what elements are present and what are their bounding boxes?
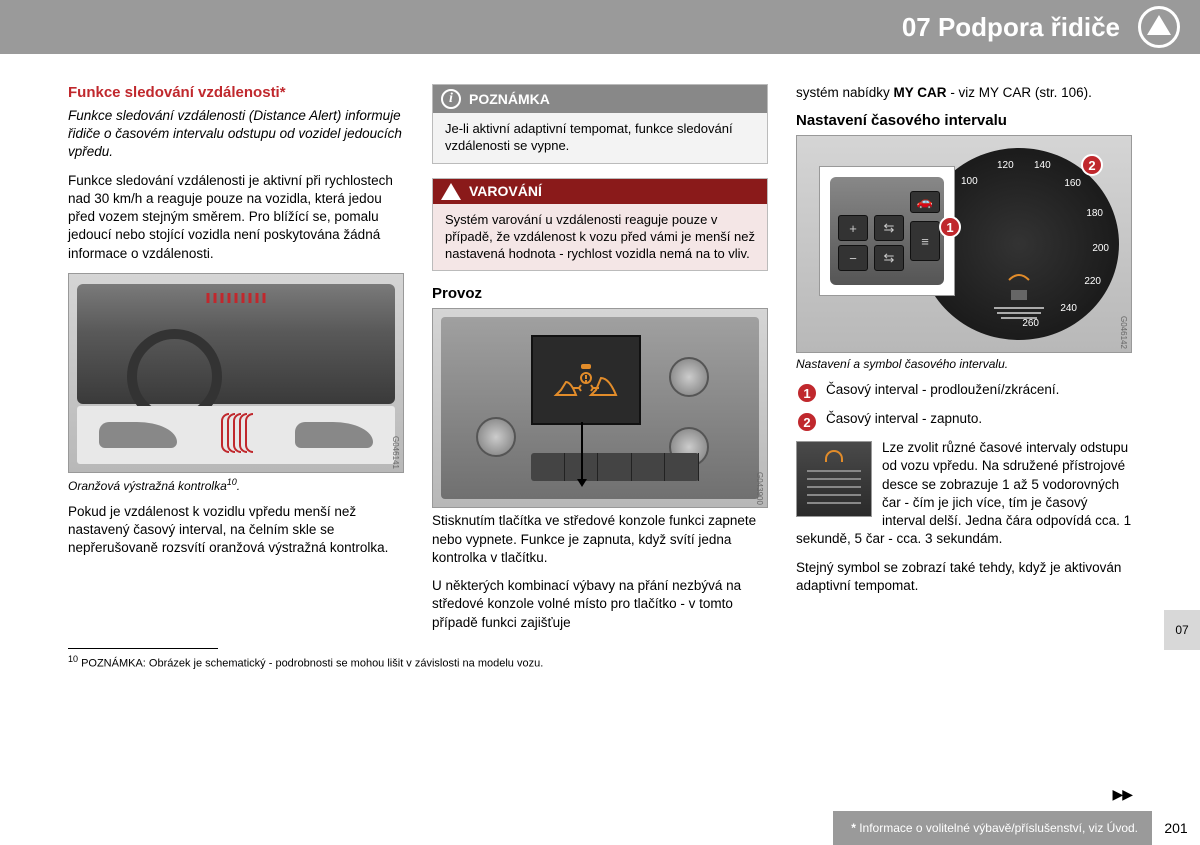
paragraph: Stisknutím tlačítka ve středové konzole …: [432, 512, 768, 567]
column-1: Funkce sledování vzdálenosti* Funkce sle…: [68, 84, 404, 642]
figure-ref-id: G046142: [1119, 316, 1128, 349]
legend-item: 1 Časový interval - prodloužení/zkrácení…: [796, 381, 1132, 404]
radar-waves-icon: [221, 413, 251, 456]
car-icon: [295, 422, 373, 448]
distance-cars-icon: [551, 360, 621, 400]
figure-caption: Nastavení a symbol časového intervalu.: [796, 357, 1132, 371]
intro-text: Funkce sledování vzdálenosti (Distance A…: [68, 107, 404, 162]
figure-center-console: G043900: [432, 308, 768, 508]
warning-body: Systém varování u vzdálenosti reaguje po…: [433, 204, 767, 271]
paragraph: Pokud je vzdálenost k vozidlu vpředu men…: [68, 503, 404, 558]
footnote: 10 POZNÁMKA: Obrázek je schematický - po…: [0, 653, 1200, 672]
figure-ref-id: G046141: [391, 436, 400, 469]
paragraph-with-figure: Lze zvolit různé časové intervaly odstup…: [796, 439, 1132, 548]
footer-bar: * Informace o volitelné výbavě/příslušen…: [833, 811, 1200, 845]
arrow-button-icon: ⇆: [874, 245, 904, 271]
content-area: Funkce sledování vzdálenosti* Funkce sle…: [0, 54, 1200, 642]
paragraph: Funkce sledování vzdálenosti je aktivní …: [68, 172, 404, 263]
rotary-knob-icon: [669, 357, 709, 397]
console-screen: [531, 335, 641, 425]
warning-header: VAROVÁNÍ: [433, 179, 767, 204]
figure-dashboard-warning: G046141: [68, 273, 404, 473]
figure-caption: Oranžová výstražná kontrolka10.: [68, 477, 404, 493]
interval-bars-icon: [796, 441, 872, 517]
console-illustration: [441, 317, 759, 499]
section-title: Funkce sledování vzdálenosti*: [68, 84, 404, 101]
warning-title: VAROVÁNÍ: [469, 183, 542, 199]
interval-symbol-icon: [989, 270, 1049, 320]
note-body: Je-li aktivní adaptivní tempomat, funkce…: [433, 113, 767, 163]
minus-button-icon: −: [838, 245, 868, 271]
button-row: [531, 453, 699, 481]
figure-interval-setting: 60 80 100 120 140 160 180 200 220 240 26…: [796, 135, 1132, 353]
note-header: i POZNÁMKA: [433, 85, 767, 113]
arrow-button-icon: ⇆: [874, 215, 904, 241]
car-icon: [99, 422, 177, 448]
subheading: Nastavení časového intervalu: [796, 112, 1132, 129]
warning-triangle-icon: [1147, 15, 1171, 35]
rotary-knob-icon: [476, 417, 516, 457]
led-strip-icon: [205, 290, 268, 306]
column-2: i POZNÁMKA Je-li aktivní adaptivní tempo…: [432, 84, 768, 642]
chapter-title: 07 Podpora řidiče: [902, 12, 1120, 43]
dashboard-illustration: [77, 284, 395, 404]
car-button-icon: 🚗: [910, 191, 940, 213]
page-number: 201: [1152, 811, 1200, 845]
footnote-separator: [68, 648, 218, 649]
warning-circle-icon: [1138, 6, 1180, 48]
plus-button-icon: +: [838, 215, 868, 241]
footer-note: * Informace o volitelné výbavě/příslušen…: [851, 821, 1138, 835]
legend-item: 2 Časový interval - zapnuto.: [796, 410, 1132, 433]
continued-arrows-icon: ▶▶: [1112, 786, 1132, 803]
side-chapter-tab: 07: [1164, 610, 1200, 650]
figure-ref-id: G043900: [755, 472, 764, 505]
interval-button-icon: ≡: [910, 221, 940, 261]
note-box: i POZNÁMKA Je-li aktivní adaptivní tempo…: [432, 84, 768, 164]
paragraph: systém nabídky MY CAR - viz MY CAR (str.…: [796, 84, 1132, 102]
callout-marker-2: 2: [1081, 154, 1103, 176]
warning-triangle-icon: [441, 183, 461, 200]
note-title: POZNÁMKA: [469, 91, 550, 107]
paragraph: U některých kombinací výbavy na přání ne…: [432, 577, 768, 632]
subheading: Provoz: [432, 285, 768, 302]
column-3: systém nabídky MY CAR - viz MY CAR (str.…: [796, 84, 1132, 642]
car-distance-diagram: [77, 406, 395, 464]
legend-marker-2: 2: [796, 411, 818, 433]
warning-box: VAROVÁNÍ Systém varování u vzdálenosti r…: [432, 178, 768, 272]
paragraph: Stejný symbol se zobrazí také tehdy, kdy…: [796, 559, 1132, 595]
info-icon: i: [441, 89, 461, 109]
steering-keypad: + − ⇆ ⇆ 🚗 ≡: [819, 166, 955, 296]
page-header: 07 Podpora řidiče: [0, 0, 1200, 54]
callout-arrow-icon: [581, 422, 583, 482]
legend-marker-1: 1: [796, 382, 818, 404]
